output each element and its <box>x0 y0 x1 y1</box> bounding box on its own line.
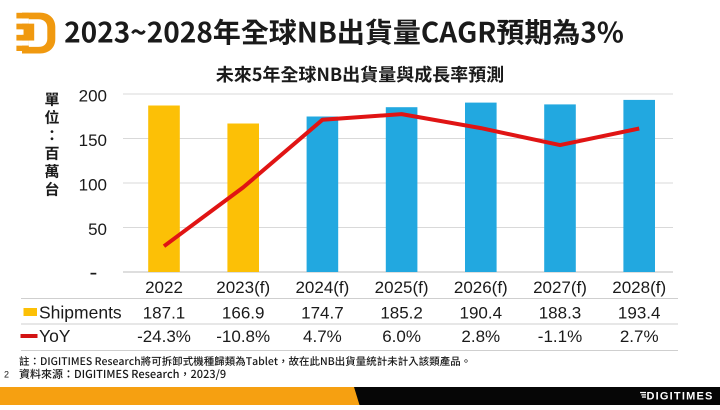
svg-text:188.3: 188.3 <box>539 303 582 322</box>
svg-text:193.4: 193.4 <box>618 303 661 322</box>
svg-text:200: 200 <box>79 87 107 106</box>
svg-text:2024(f): 2024(f) <box>295 278 349 297</box>
svg-text:185.2: 185.2 <box>380 303 423 322</box>
svg-text:2.8%: 2.8% <box>461 327 500 346</box>
svg-text:50: 50 <box>88 220 107 239</box>
svg-text:2028(f): 2028(f) <box>612 278 666 297</box>
svg-text:150: 150 <box>79 131 107 150</box>
svg-text:2023(f): 2023(f) <box>216 278 270 297</box>
svg-text:2027(f): 2027(f) <box>533 278 587 297</box>
svg-text:-10.8%: -10.8% <box>216 327 270 346</box>
svg-text:-24.3%: -24.3% <box>137 327 191 346</box>
svg-text:187.1: 187.1 <box>143 303 186 322</box>
svg-text:2: 2 <box>4 370 9 380</box>
svg-text:-1.1%: -1.1% <box>538 327 582 346</box>
svg-text:Shipments: Shipments <box>39 302 122 322</box>
svg-text:2.7%: 2.7% <box>620 327 659 346</box>
svg-text:100: 100 <box>79 176 107 195</box>
svg-text:166.9: 166.9 <box>222 303 265 322</box>
svg-text:2025(f): 2025(f) <box>375 278 429 297</box>
svg-text:2022: 2022 <box>145 278 183 297</box>
svg-text:YoY: YoY <box>39 326 71 346</box>
svg-text:174.7: 174.7 <box>301 303 344 322</box>
svg-text:2026(f): 2026(f) <box>454 278 508 297</box>
svg-text:6.0%: 6.0% <box>382 327 421 346</box>
svg-text:4.7%: 4.7% <box>303 327 342 346</box>
svg-text:190.4: 190.4 <box>460 303 503 322</box>
svg-text:DIGITIMES: DIGITIMES <box>647 390 714 402</box>
